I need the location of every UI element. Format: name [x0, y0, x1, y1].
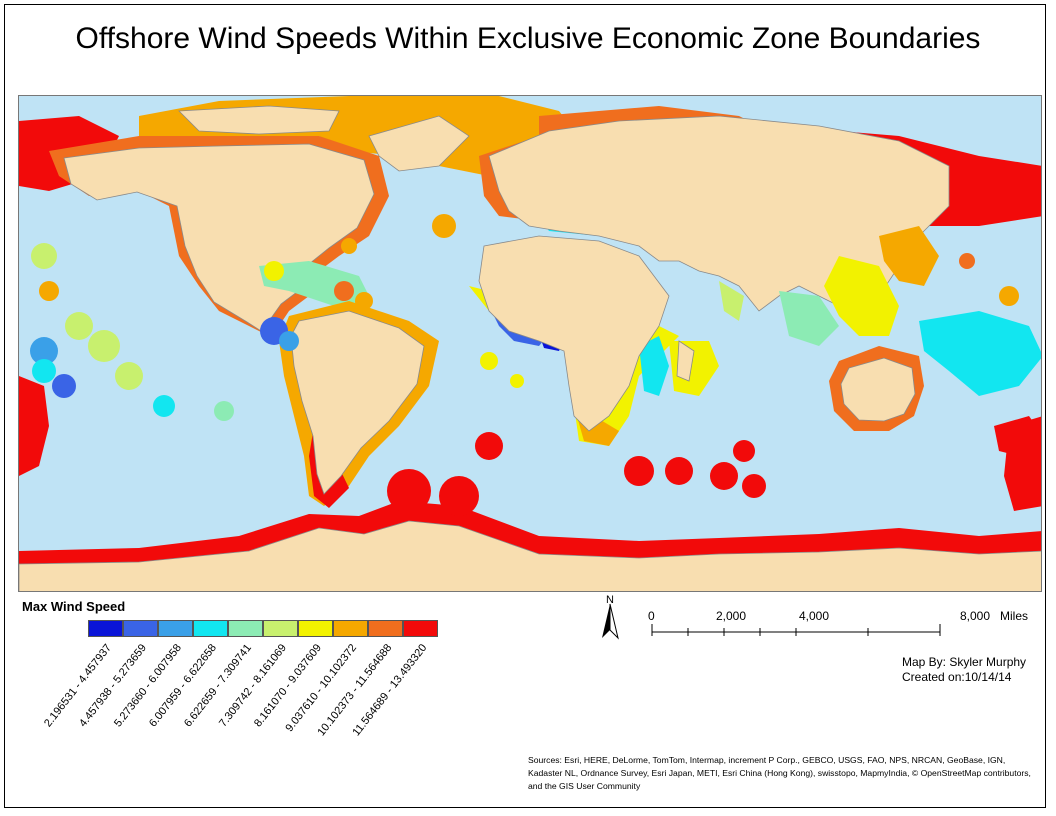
north-arrow-icon — [602, 603, 619, 640]
pacific-islands — [30, 214, 1019, 516]
scale-bar — [651, 624, 941, 636]
north-arrow-label: N — [606, 594, 614, 606]
scale-tick-4000: 4,000 — [799, 609, 830, 623]
legend-swatch-3 — [158, 620, 193, 637]
legend-swatch-2 — [123, 620, 158, 637]
legend-swatch-1 — [88, 620, 123, 637]
edge-eez — [19, 376, 1041, 511]
antarctica — [19, 501, 1041, 591]
world-map — [18, 95, 1042, 592]
legend-swatch-6 — [263, 620, 298, 637]
legend-swatch-4 — [193, 620, 228, 637]
sources-text: Sources: Esri, HERE, DeLorme, TomTom, In… — [528, 755, 1031, 791]
asia-pacific-eez — [719, 226, 1041, 456]
scale-tick-8000: 8,000 — [960, 609, 991, 623]
legend-labels: 2.196531 - 4.457937 4.457938 - 5.273659 … — [0, 640, 520, 760]
legend-swatch-10 — [403, 620, 438, 637]
map-title: Offshore Wind Speeds Within Exclusive Ec… — [75, 22, 981, 55]
scale-tick-2000: 2,000 — [716, 609, 747, 623]
legend-title: Max Wind Speed — [22, 599, 126, 614]
legend-swatch-8 — [333, 620, 368, 637]
caribbean — [259, 261, 373, 311]
legend-swatch-9 — [368, 620, 403, 637]
scale-tick-0: 0 — [648, 609, 655, 623]
south-america — [260, 301, 439, 508]
credit-author: Map By: Skyler Murphy — [902, 655, 1027, 669]
legend-swatch-5 — [228, 620, 263, 637]
scale-unit: Miles — [1000, 609, 1029, 623]
eurasia-africa-land — [478, 115, 950, 432]
map-canvas — [19, 96, 1041, 591]
credit-created: Created on:10/14/14 — [902, 670, 1012, 684]
legend-swatches — [88, 620, 438, 638]
legend-label-7: 8.161070 - 9.037609 — [252, 642, 325, 730]
legend-swatch-7 — [298, 620, 333, 637]
